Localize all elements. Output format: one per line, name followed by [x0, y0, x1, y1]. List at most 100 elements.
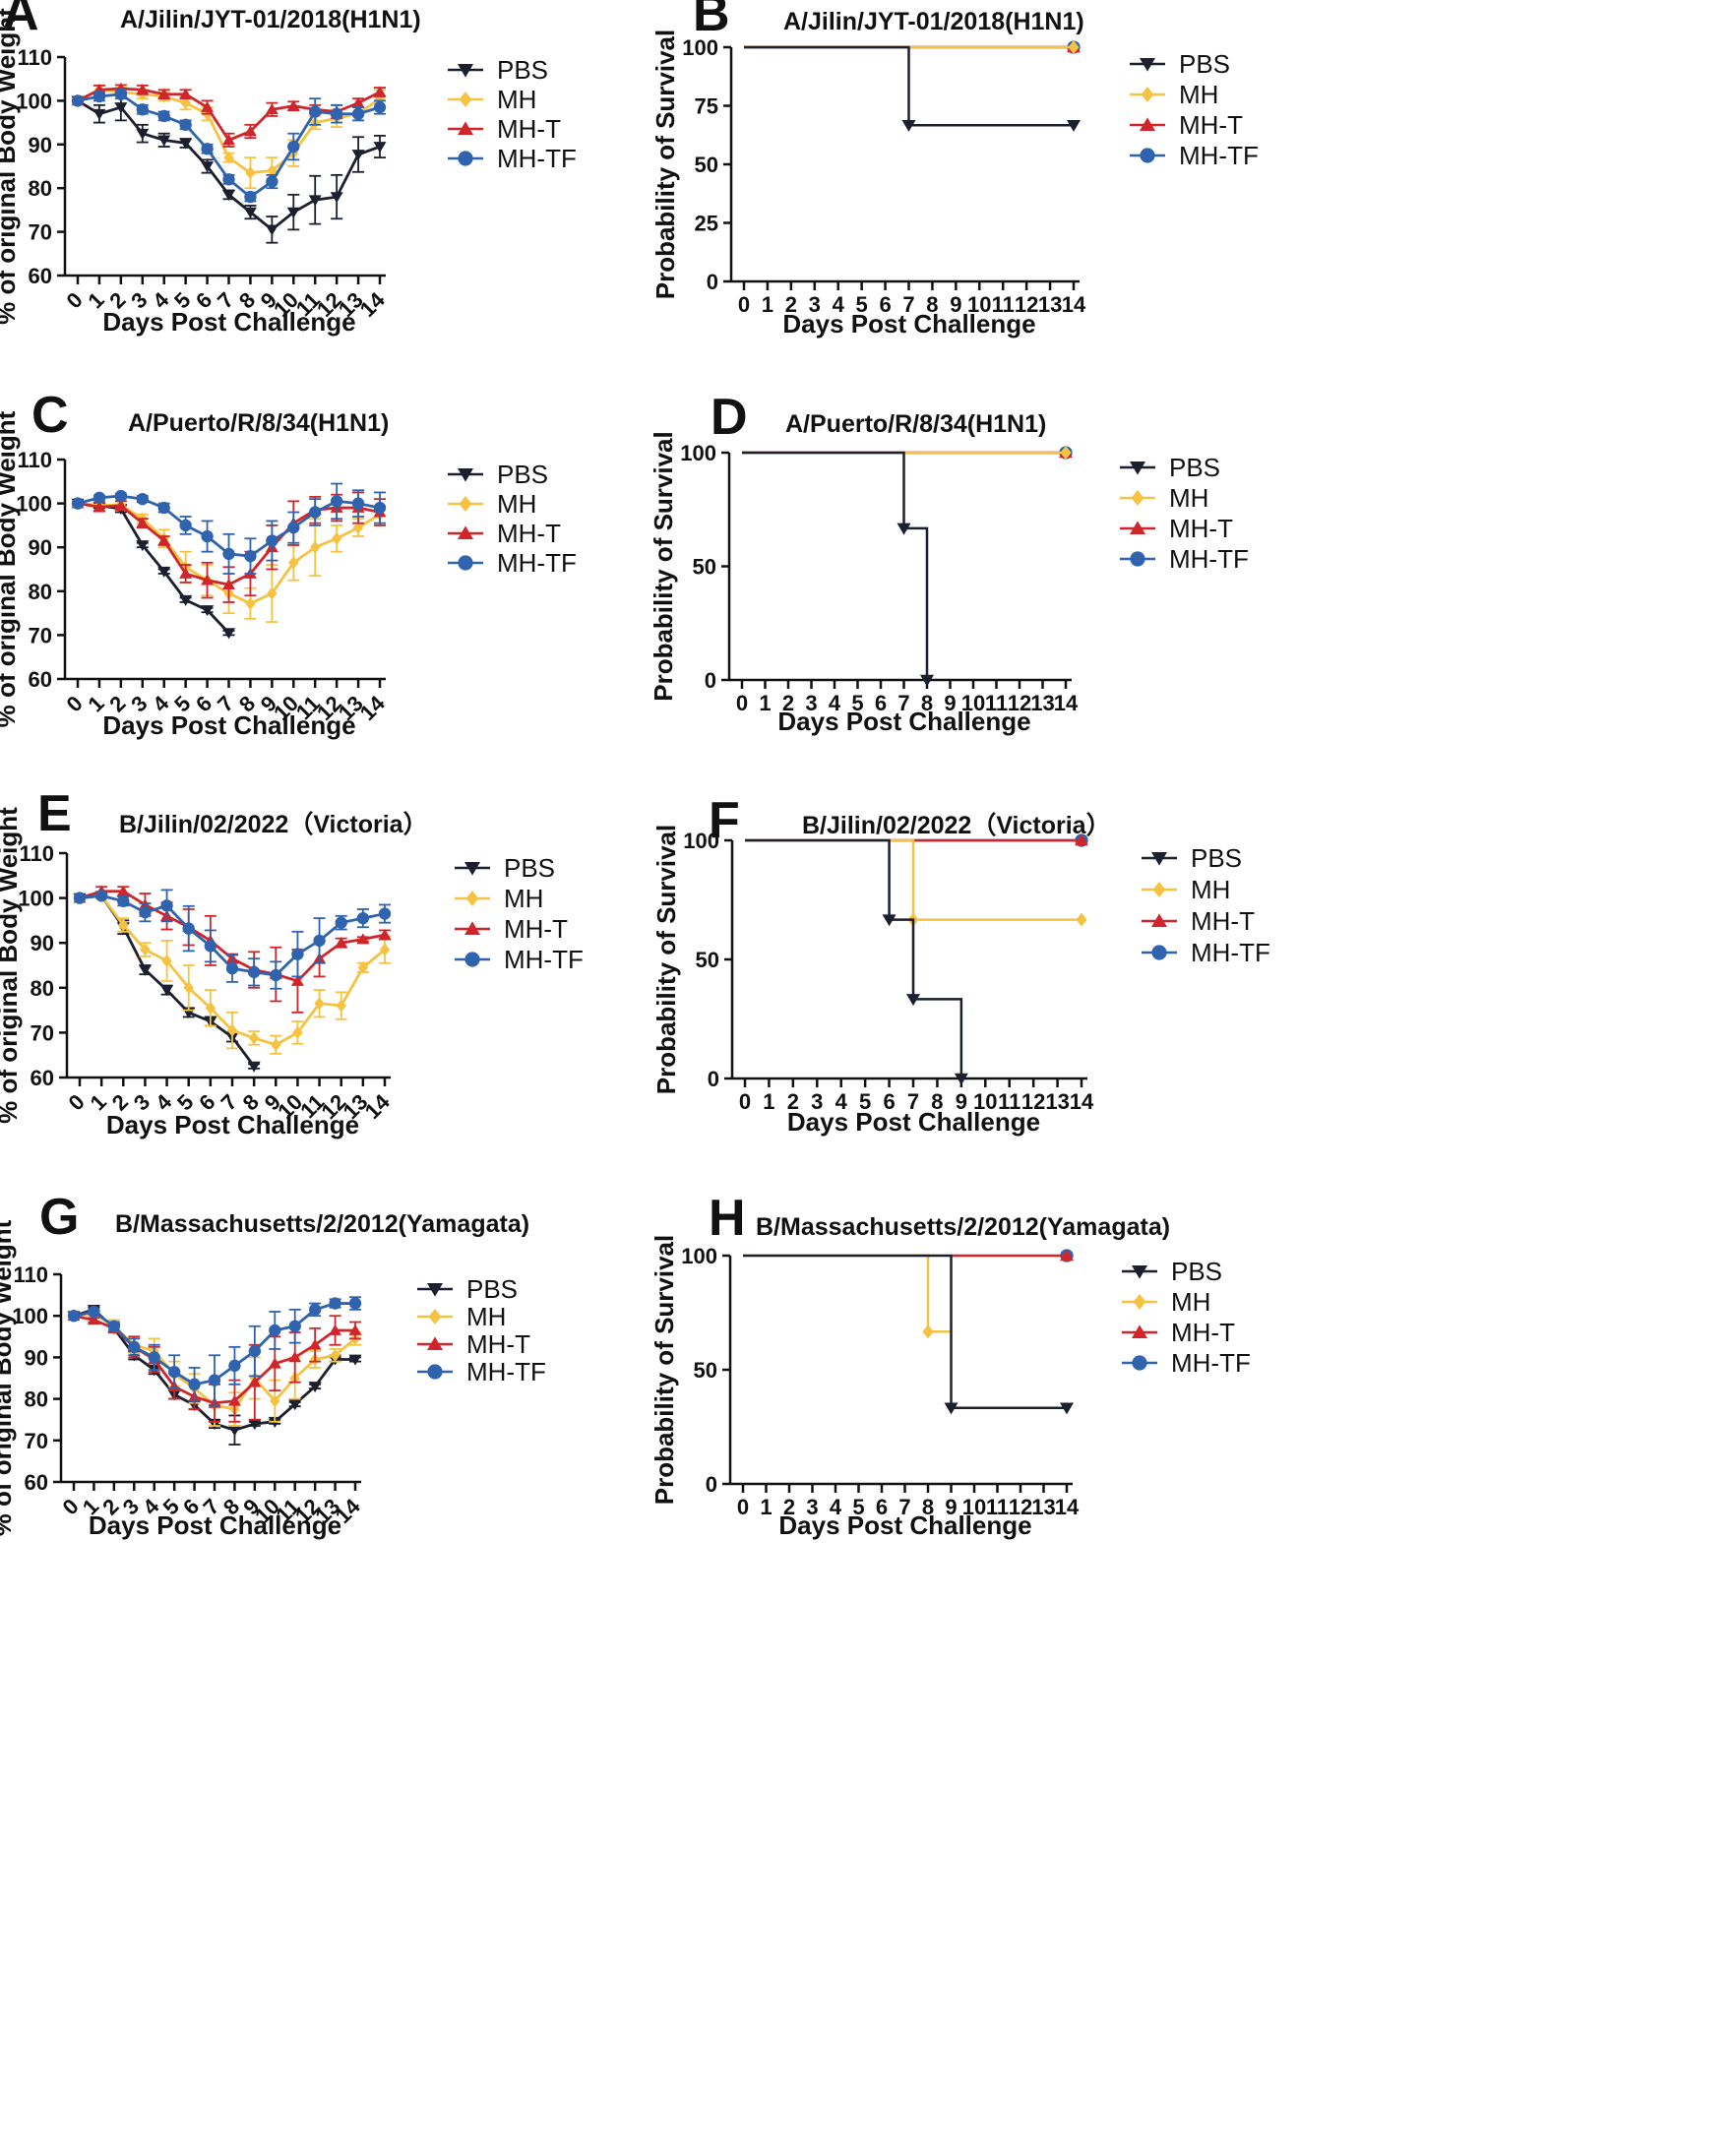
x-tick-label: 4 [833, 292, 845, 317]
series-mh-tf [71, 88, 387, 204]
legend-marker [464, 952, 480, 967]
data-point [357, 960, 369, 974]
x-tick-label: 9 [950, 292, 961, 317]
y-tick-label: 80 [29, 176, 52, 201]
data-point [266, 175, 278, 188]
data-point [287, 140, 300, 154]
x-tick-label: 13 [1045, 1089, 1069, 1114]
data-point [73, 892, 87, 904]
legend-item: MH [417, 1302, 506, 1331]
legend-label: PBS [504, 853, 555, 883]
x-tick-label: 14 [1055, 1495, 1080, 1519]
data-point [93, 90, 106, 103]
y-tick-label: 70 [29, 623, 52, 647]
y-tick-label: 100 [16, 89, 52, 113]
x-tick-label: 3 [811, 1089, 823, 1114]
series-mh-tf [71, 482, 387, 575]
data-point [188, 1378, 201, 1391]
series-pbs [745, 838, 968, 1085]
y-tick-label: 70 [31, 1020, 54, 1045]
legend-marker [1130, 521, 1145, 534]
legend-marker [427, 1283, 443, 1297]
data-point [201, 161, 215, 173]
legend-marker [1140, 117, 1155, 131]
data-point [309, 105, 322, 118]
legend-item: MH-T [1130, 110, 1243, 140]
x-tick-label: 12 [1015, 292, 1038, 317]
data-point [179, 118, 192, 131]
legend-label: MH-TF [1191, 938, 1270, 967]
legend-marker [459, 92, 472, 107]
legend-label: MH-T [1171, 1318, 1235, 1347]
x-tick-label: 14 [1070, 1089, 1094, 1114]
legend-item: MH [1122, 1287, 1210, 1317]
data-point [114, 88, 128, 100]
survival-step-line [745, 838, 1082, 921]
data-point [118, 918, 129, 932]
data-point [179, 88, 193, 99]
x-tick-label: 10 [962, 1495, 986, 1519]
data-point [270, 1394, 280, 1408]
data-point [201, 143, 214, 155]
x-tick-label: 3 [806, 1495, 818, 1519]
data-point [244, 190, 257, 204]
y-tick-label: 90 [29, 133, 52, 157]
data-point [330, 192, 343, 204]
legend-marker [1151, 945, 1167, 960]
legend-item: MH-TF [1120, 544, 1249, 574]
x-tick-label: 5 [856, 292, 868, 317]
data-point [157, 501, 170, 515]
x-tick-label: 0 [57, 1494, 83, 1519]
legend-marker [458, 468, 473, 482]
legend-item: PBS [448, 460, 548, 489]
series-mh-tf [67, 1296, 362, 1406]
y-tick-label: 60 [29, 264, 52, 288]
legend-item: MH-T [448, 114, 561, 144]
y-tick-label: 70 [25, 1429, 48, 1453]
legend-marker [428, 1309, 442, 1324]
survival-step-line [743, 1254, 952, 1333]
x-tick-label: 5 [851, 691, 863, 715]
legend-item: MH-T [1122, 1318, 1235, 1347]
data-point [182, 922, 195, 935]
y-tick-label: 75 [695, 94, 718, 119]
legend-item: MH-TF [1122, 1348, 1251, 1378]
series-pbs [71, 498, 235, 640]
survival-marker [882, 914, 896, 927]
data-point [335, 916, 347, 929]
legend-label: PBS [1171, 1257, 1222, 1286]
data-point [243, 207, 257, 218]
data-point [116, 885, 130, 896]
y-tick-label: 100 [682, 35, 718, 60]
data-point [373, 100, 387, 114]
y-axis-label: % of original Body Weight [0, 410, 21, 727]
data-point [87, 1314, 100, 1325]
legend-label: PBS [466, 1274, 518, 1304]
x-tick-label: 7 [902, 292, 914, 317]
data-point [139, 906, 152, 919]
y-tick-label: 80 [29, 580, 52, 604]
series-pbs [744, 45, 1081, 132]
data-point [287, 521, 300, 534]
data-point [136, 540, 150, 552]
series-mh-t [951, 1249, 1074, 1262]
x-axis-label: Days Post Challenge [782, 309, 1035, 339]
data-point [222, 189, 235, 202]
legend-marker [1140, 58, 1155, 72]
panel-letter: E [37, 785, 72, 842]
x-tick-label: 4 [829, 691, 841, 715]
data-point [228, 1359, 241, 1373]
series-mh [743, 1254, 952, 1339]
y-tick-label: 50 [693, 555, 716, 580]
x-axis-label: Days Post Challenge [778, 1510, 1031, 1540]
legend-marker [427, 1336, 443, 1350]
x-tick-label: 7 [907, 1089, 919, 1114]
data-point [269, 1324, 281, 1337]
x-tick-label: 0 [737, 1495, 749, 1519]
data-point [227, 1394, 241, 1406]
legend-marker [427, 1364, 443, 1380]
y-tick-label: 100 [681, 1244, 717, 1268]
data-point [271, 1038, 281, 1052]
y-tick-label: 110 [18, 448, 53, 472]
